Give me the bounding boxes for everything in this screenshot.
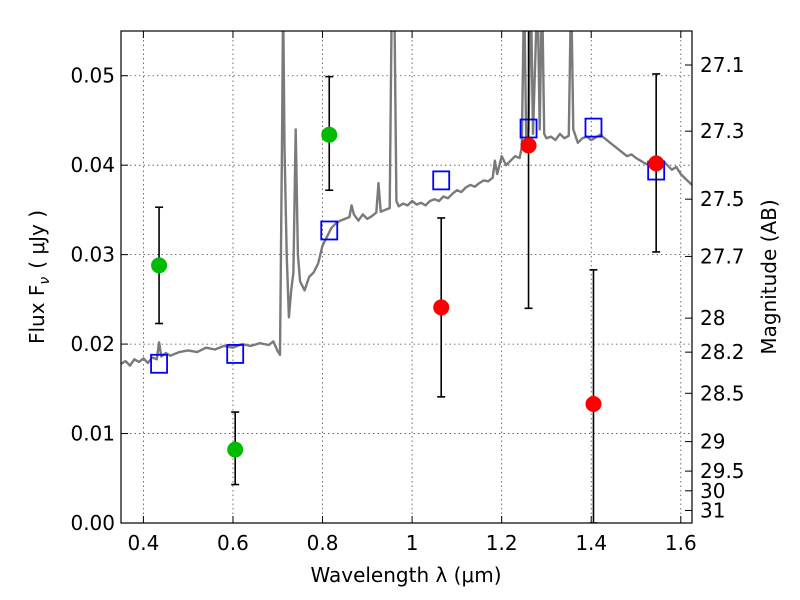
x-axis-title: Wavelength λ (μm)	[310, 563, 501, 587]
y-tick-label: 0.01	[70, 422, 115, 446]
right-tick-label: 28	[700, 306, 725, 330]
green-data-point	[321, 126, 338, 143]
model-square-marker	[320, 220, 339, 241]
axis-ticks: 0.4 0.6 0.8 1 1.2 1.4 1.6 0.00 0.01 0.02 0.03 0.04 0…	[70, 31, 745, 555]
x-tick-label: 1.6	[665, 531, 697, 555]
red-data-point	[433, 299, 450, 316]
green-data-point	[151, 257, 168, 274]
y-axis-title-main: Flux F	[25, 285, 49, 344]
red-data-point	[520, 137, 537, 154]
right-tick-label: 28.5	[700, 381, 745, 405]
red-data-point	[585, 396, 602, 413]
spectrum-line	[121, 31, 692, 367]
y-tick-label: 0.00	[70, 511, 115, 535]
x-tick-label: 1	[406, 531, 419, 555]
y-axis-right-title: Magnitude (AB)	[757, 199, 781, 354]
y-tick-label: 0.02	[70, 332, 115, 356]
right-tick-label: 27.3	[700, 119, 745, 143]
x-tick-label: 1.2	[486, 531, 518, 555]
right-tick-label: 27.5	[700, 187, 745, 211]
red-data-point	[648, 155, 665, 172]
y-axis-title: Flux Fν ( μJy )	[25, 210, 53, 344]
y-axis-title-unit: ( μJy )	[25, 210, 49, 269]
right-tick-label: 30	[700, 479, 725, 503]
x-tick-label: 1.4	[575, 531, 607, 555]
y-tick-label: 0.04	[70, 153, 115, 177]
model-square-marker	[226, 344, 245, 364]
right-tick-label: 31	[700, 498, 725, 522]
x-tick-label: 0.6	[217, 531, 249, 555]
x-tick-label: 0.8	[307, 531, 339, 555]
green-data-point	[227, 441, 244, 458]
plot-frame	[120, 30, 693, 524]
y-axis-title-sub: ν	[37, 277, 53, 285]
y-axis-title-group: Flux Fν ( μJy )	[25, 210, 53, 344]
y-tick-label: 0.03	[70, 243, 115, 267]
right-tick-label: 28.2	[700, 340, 745, 364]
x-tick-label: 0.4	[127, 531, 159, 555]
model-square-marker	[150, 353, 168, 374]
right-tick-label: 29.5	[700, 459, 745, 483]
y-tick-label: 0.05	[70, 64, 115, 88]
grid	[121, 31, 692, 524]
right-tick-label: 27.7	[700, 244, 745, 268]
plot-area	[121, 31, 692, 523]
model-square-marker	[432, 170, 451, 191]
model-square-marker	[584, 117, 603, 138]
right-tick-label: 27.1	[700, 53, 745, 77]
right-tick-label: 29	[700, 430, 725, 454]
